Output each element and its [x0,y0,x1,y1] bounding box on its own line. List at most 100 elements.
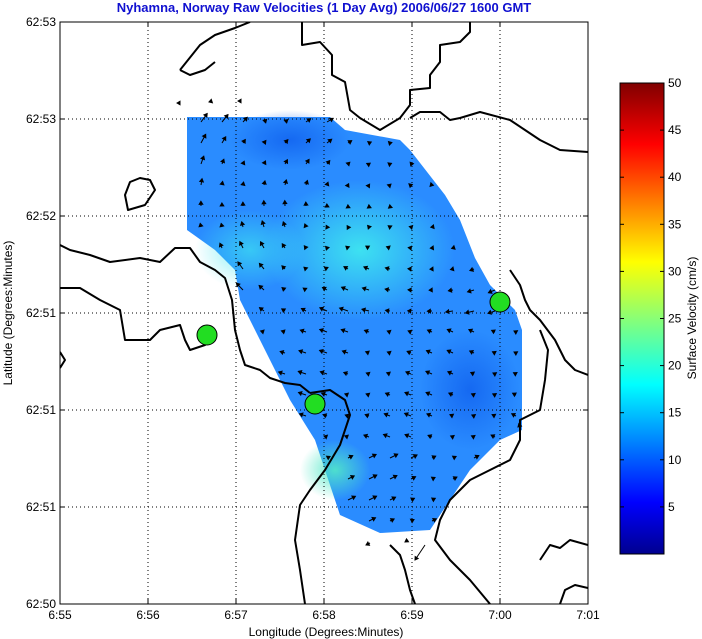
velocity-arrow-head [240,181,246,187]
y-axis-title: Latitude (Degrees:Minutes) [1,241,15,386]
velocity-arrow-head [345,161,351,167]
y-tick-label: 62:53 [26,15,56,29]
grid-lines [60,22,588,604]
velocity-arrow-head [325,159,331,166]
velocity-arrow-head [429,266,434,272]
velocity-arrow-head [491,413,497,419]
velocity-arrow-head [409,518,415,524]
velocity-arrow-head [426,328,432,334]
velocity-arrow-head [340,286,346,292]
velocity-arrow-head [282,178,289,184]
velocity-arrow-head [298,412,304,418]
colorbar-tick-label: 25 [668,312,682,326]
velocity-arrow-head [349,475,356,480]
y-tick-label: 62:51 [26,500,56,514]
coastline-west-mainland [60,244,351,604]
velocity-arrow-head [470,392,476,398]
velocity-arrow-head [298,349,304,355]
velocity-arrow-head [404,537,410,543]
velocity-arrow-head [221,135,227,142]
colorbar-tick-label: 40 [668,170,682,184]
velocity-arrow-head [385,245,391,251]
velocity-arrow-head [364,413,370,419]
velocity-arrow-head [392,474,398,480]
velocity-arrow-head [261,179,267,185]
velocity-arrow-head [371,453,377,459]
velocity-arrow-head [345,203,351,209]
velocity-arrow-head [466,288,472,294]
velocity-arrow-head [384,392,390,398]
velocity-arrow-head [348,454,354,460]
velocity-arrow-head [198,222,204,228]
velocity-arrow-head [490,329,496,335]
x-tick-label: 6:57 [224,608,248,622]
velocity-arrow-head [365,245,371,251]
velocity-arrow-head [280,329,286,335]
velocity-arrow-head [444,308,450,315]
velocity-arrow-head [202,112,208,118]
velocity-arrow-head [261,199,267,205]
coastlines [60,22,588,604]
velocity-arrow-head [343,434,349,440]
velocity-arrow-head [198,200,204,205]
velocity-arrow-head [200,155,206,161]
velocity-arrow-head [300,307,306,313]
coastline-west-island [124,177,156,211]
velocity-arrow-head [323,434,329,440]
velocity-arrow-head [338,306,344,312]
coastline-south-point [389,544,416,604]
velocity-arrow-head [429,245,435,251]
velocity-arrow-head [280,308,287,314]
velocity-arrow-head [259,329,265,335]
velocity-arrow-head [342,371,348,377]
velocity-arrows [176,98,523,561]
velocity-arrow-head [220,158,226,164]
velocity-arrow-head [407,266,412,272]
velocity-arrow-head [364,350,370,356]
velocity-arrow-head [513,330,519,335]
velocity-arrow-head [429,223,435,230]
velocity-arrow-head [219,202,225,207]
velocity-arrow-head [304,158,310,164]
velocity-coldspot-north [230,110,350,170]
velocity-arrow-head [303,266,309,272]
velocity-arrow-head [384,287,390,293]
station-east [489,291,511,313]
velocity-arrow-head [219,222,225,228]
velocity-arrow-head [384,308,390,314]
y-tick-label: 62:52 [26,209,56,223]
colorbar-ticks: 50 45 40 35 30 25 20 15 10 5 [620,76,682,514]
velocity-arrow-head [281,242,287,249]
velocity-arrow-head [237,261,243,267]
velocity-arrow-head [363,433,369,439]
velocity-arrow-head [372,495,378,501]
velocity-arrow-head [361,286,367,292]
velocity-arrow-head [320,391,326,397]
x-tick-label: 6:56 [136,608,160,622]
velocity-arrow-head [324,245,330,251]
velocity-coldspot-east [420,330,520,450]
velocity-arrow-head [464,309,470,315]
velocity-arrow-head [403,412,409,418]
velocity-arrow-head [371,516,377,522]
velocity-arrow-head [283,158,289,165]
velocity-arrow-head [407,287,412,293]
velocity-arrow-head [305,138,311,144]
velocity-arrow-head [323,266,329,272]
velocity-arrow-head [412,454,418,459]
velocity-arrow-head [281,221,287,227]
velocity-arrow-head [321,286,327,292]
velocity-arrow-head [365,392,371,398]
velocity-arrow-head [259,240,265,247]
velocity-arrow-head [449,413,455,419]
velocity-arrow-head [383,412,389,418]
velocity-arrow-head [411,475,417,481]
x-tick-label: 6:55 [48,608,72,622]
velocity-arrow-head [344,413,350,419]
colorbar-tick-label: 45 [668,123,682,137]
x-tick-label: 6:58 [312,608,336,622]
x-tick-label: 7:00 [488,608,512,622]
velocity-arrow-head [281,265,287,271]
colorbar-title: Surface Velocity (cm/s) [685,257,699,380]
velocity-arrow-head [428,287,433,293]
